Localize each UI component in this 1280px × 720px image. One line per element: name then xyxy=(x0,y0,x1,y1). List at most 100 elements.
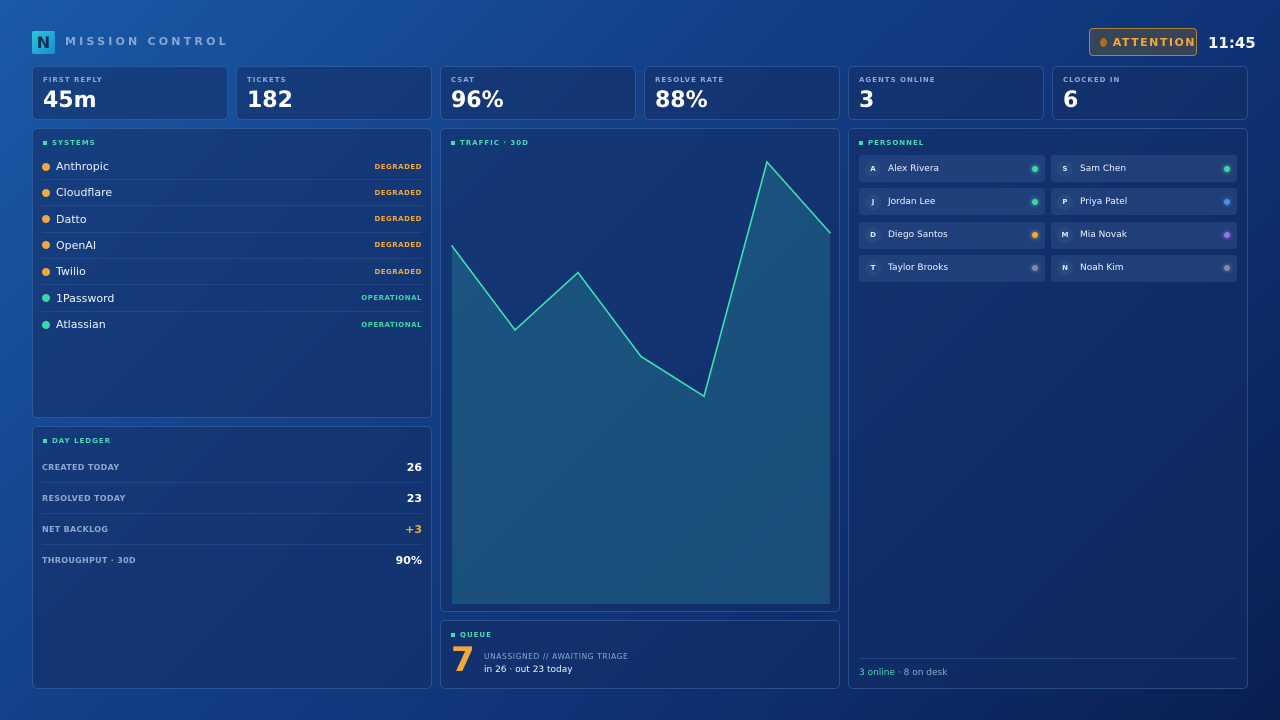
section-marker-icon xyxy=(859,141,863,145)
kpi-value: 6 xyxy=(1063,88,1079,113)
personnel-name: Diego Santos xyxy=(888,230,948,241)
status-dot-icon xyxy=(42,267,50,276)
system-status: DEGRADED xyxy=(374,241,422,250)
ledger-label: CREATED TODAY xyxy=(42,462,120,472)
avatar: S xyxy=(1057,160,1073,177)
section-marker-icon xyxy=(43,141,47,145)
traffic-panel: TRAFFIC · 30D xyxy=(440,128,840,612)
systems-title: SYSTEMS xyxy=(43,139,96,147)
traffic-point xyxy=(514,329,516,331)
attention-button[interactable]: ATTENTION xyxy=(1089,28,1197,56)
avatar: J xyxy=(865,193,881,210)
system-name: Atlassian xyxy=(56,318,106,332)
kpi-label: FIRST REPLY xyxy=(43,76,103,84)
presence-dot-icon xyxy=(1224,198,1230,205)
kpi-card-agents-online: AGENTS ONLINE 3 xyxy=(848,66,1044,120)
system-status: DEGRADED xyxy=(374,188,422,197)
system-status: DEGRADED xyxy=(374,162,422,171)
presence-dot-icon xyxy=(1032,265,1038,272)
ledger-row: THROUGHPUT · 30D 90% xyxy=(42,545,422,576)
personnel-item[interactable]: N Noah Kim xyxy=(1051,254,1237,282)
system-row: Cloudflare DEGRADED xyxy=(42,180,422,207)
attention-dot-icon xyxy=(1100,37,1107,47)
queue-panel: QUEUE 7 UNASSIGNED // AWAITING TRIAGE in… xyxy=(440,620,840,689)
kpi-card-csat: CSAT 96% xyxy=(440,66,636,120)
status-dot-icon xyxy=(42,320,50,329)
ledger-value: +3 xyxy=(405,522,422,536)
kpi-label: TICKETS xyxy=(247,76,287,84)
queue-title-text: QUEUE xyxy=(460,631,492,639)
personnel-title-text: PERSONNEL xyxy=(868,139,925,147)
ledger-row: CREATED TODAY 26 xyxy=(42,452,422,483)
kpi-label: RESOLVE RATE xyxy=(655,76,725,84)
kpi-label: AGENTS ONLINE xyxy=(859,76,936,84)
personnel-item[interactable]: A Alex Rivera xyxy=(859,155,1045,182)
personnel-item[interactable]: T Taylor Brooks xyxy=(859,254,1045,282)
ledger-label: RESOLVED TODAY xyxy=(42,493,126,503)
status-dot-icon xyxy=(42,215,50,224)
personnel-item[interactable]: P Priya Patel xyxy=(1051,188,1237,216)
presence-dot-icon xyxy=(1224,165,1230,172)
system-row: Atlassian OPERATIONAL xyxy=(42,312,422,338)
traffic-title: TRAFFIC · 30D xyxy=(451,139,529,147)
presence-dot-icon xyxy=(1224,265,1230,272)
traffic-area xyxy=(452,162,830,604)
kpi-card-first-reply: FIRST REPLY 45m xyxy=(32,66,228,120)
kpi-card-resolve-rate: RESOLVE RATE 88% xyxy=(644,66,840,120)
ledger-row: RESOLVED TODAY 23 xyxy=(42,483,422,514)
traffic-title-text: TRAFFIC · 30D xyxy=(460,139,529,147)
ledger-value: 90% xyxy=(395,554,422,567)
kpi-value: 3 xyxy=(859,88,875,113)
traffic-point xyxy=(766,161,768,163)
system-name: 1Password xyxy=(56,291,115,305)
status-dot-icon xyxy=(42,294,50,302)
app-logo: N xyxy=(32,31,55,54)
personnel-item[interactable]: S Sam Chen xyxy=(1051,155,1237,182)
status-dot-icon xyxy=(42,241,50,250)
personnel-item[interactable]: M Mia Novak xyxy=(1051,221,1237,249)
system-name: Twilio xyxy=(56,265,86,279)
status-dot-icon xyxy=(42,188,50,197)
avatar: P xyxy=(1057,193,1073,210)
system-name: Cloudflare xyxy=(56,186,113,200)
kpi-value: 88% xyxy=(655,88,708,113)
ledger-row: NET BACKLOG +3 xyxy=(42,514,422,545)
system-status: DEGRADED xyxy=(374,267,422,276)
app-title: MISSION CONTROL xyxy=(65,35,229,48)
personnel-footer: 3 online · 8 on desk xyxy=(859,658,1237,678)
system-row: Twilio DEGRADED xyxy=(42,259,422,286)
ledger-label: THROUGHPUT · 30D xyxy=(42,556,136,565)
system-row: Anthropic DEGRADED xyxy=(42,154,422,180)
kpi-label: CSAT xyxy=(451,76,475,84)
personnel-item[interactable]: D Diego Santos xyxy=(859,221,1045,249)
traffic-point xyxy=(451,245,453,247)
system-row: Datto DEGRADED xyxy=(42,207,422,233)
presence-dot-icon xyxy=(1032,165,1038,172)
kpi-card-tickets: TICKETS 182 xyxy=(236,66,432,120)
status-dot-icon xyxy=(42,162,50,171)
personnel-name: Alex Rivera xyxy=(888,163,940,174)
system-status: DEGRADED xyxy=(374,215,422,224)
kpi-value: 45m xyxy=(43,88,97,113)
traffic-point xyxy=(829,231,831,234)
personnel-item[interactable]: J Jordan Lee xyxy=(859,188,1045,216)
kpi-card-clocked-in: CLOCKED IN 6 xyxy=(1052,66,1248,120)
personnel-name: Mia Novak xyxy=(1080,230,1127,241)
ledger-title: DAY LEDGER xyxy=(43,437,111,445)
avatar: A xyxy=(865,160,881,177)
personnel-online-count: 3 online xyxy=(859,668,896,678)
system-name: Datto xyxy=(56,212,87,226)
queue-title: QUEUE xyxy=(451,631,492,639)
traffic-chart xyxy=(451,160,831,604)
system-row: 1Password OPERATIONAL xyxy=(42,286,422,312)
system-status: OPERATIONAL xyxy=(361,294,422,302)
queue-caption: UNASSIGNED // AWAITING TRIAGE xyxy=(484,652,629,661)
kpi-label: CLOCKED IN xyxy=(1063,76,1121,84)
queue-detail: in 26 · out 23 today xyxy=(484,665,573,675)
traffic-point xyxy=(640,355,642,358)
kpi-value: 96% xyxy=(451,88,504,113)
ledger-label: NET BACKLOG xyxy=(42,524,109,534)
personnel-title: PERSONNEL xyxy=(859,139,924,147)
avatar: M xyxy=(1057,227,1073,244)
system-row: OpenAI DEGRADED xyxy=(42,233,422,259)
